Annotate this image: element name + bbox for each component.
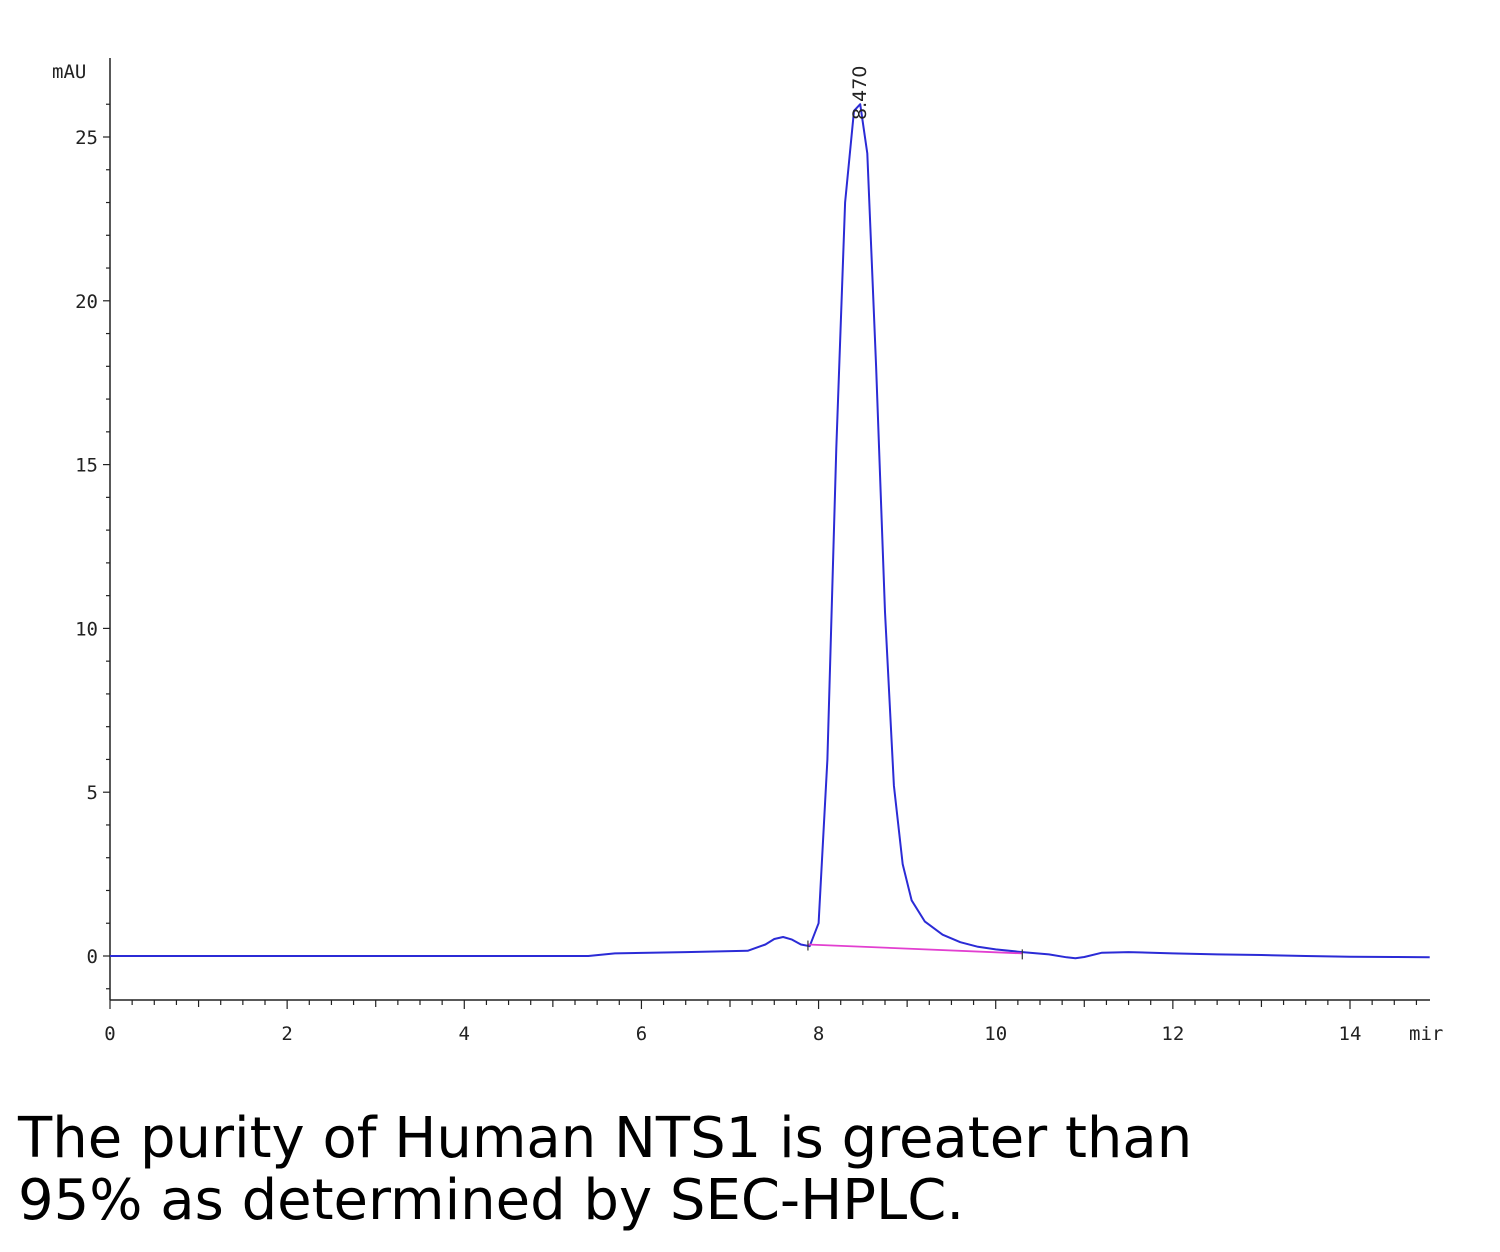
x-tick-label: 0 — [104, 1023, 115, 1045]
chromatogram-chart: 0 5 10 15 20 25 0 2 4 6 8 10 12 14 mAU mir 8.470 — [52, 58, 1443, 1045]
y-ticks: 0 5 10 15 20 25 — [75, 103, 110, 990]
y-tick-label: 0 — [87, 946, 98, 968]
y-tick-label: 15 — [75, 455, 98, 477]
baseline-trace — [807, 943, 1023, 955]
series-group — [110, 103, 1430, 960]
x-unit-label: mir — [1409, 1023, 1443, 1045]
x-tick-label: 14 — [1339, 1023, 1362, 1045]
y-unit-label: mAU — [52, 61, 86, 83]
y-tick-label: 5 — [87, 782, 98, 804]
caption-line-1: The purity of Human NTS1 is greater than — [18, 1106, 1193, 1171]
x-tick-label: 10 — [984, 1023, 1007, 1045]
caption-line-2: 95% as determined by SEC-HPLC. — [18, 1168, 965, 1233]
caption: The purity of Human NTS1 is greater than… — [18, 1108, 1192, 1232]
annotations-group: 8.470 — [849, 66, 871, 120]
y-tick-label: 10 — [75, 618, 98, 640]
x-tick-label: 4 — [459, 1023, 470, 1045]
x-ticks: 0 2 4 6 8 10 12 14 — [104, 1000, 1418, 1045]
x-tick-label: 8 — [813, 1023, 824, 1045]
y-tick-label: 25 — [75, 127, 98, 149]
x-tick-label: 12 — [1161, 1023, 1184, 1045]
y-tick-label: 20 — [75, 291, 98, 313]
x-tick-label: 6 — [636, 1023, 647, 1045]
signal-trace — [110, 103, 1430, 960]
peak-retention-label: 8.470 — [849, 66, 871, 120]
x-tick-label: 2 — [281, 1023, 292, 1045]
